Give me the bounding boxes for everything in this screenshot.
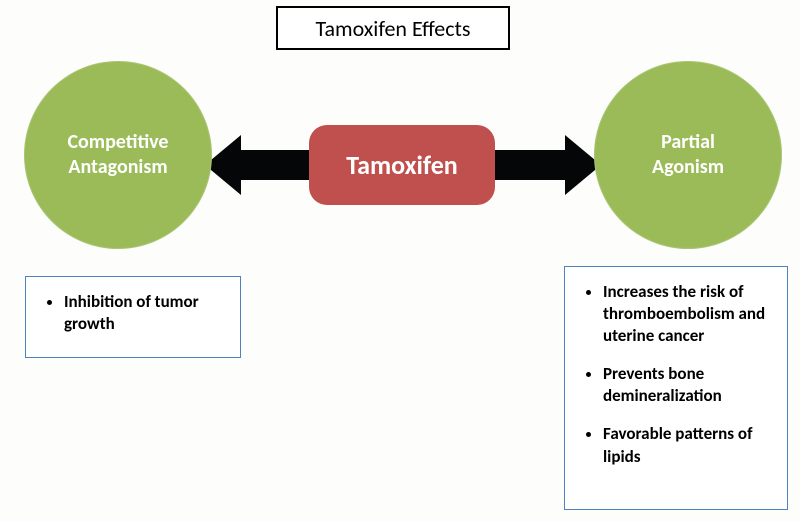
info-box-antagonism-list: Inhibition of tumor growth bbox=[44, 291, 232, 335]
node-right-label: Partial Agonism bbox=[652, 130, 724, 180]
list-item: Inhibition of tumor growth bbox=[64, 291, 232, 335]
diagram-title: Tamoxifen Effects bbox=[276, 6, 510, 50]
diagram-stage: { "type": "infographic", "canvas": { "wi… bbox=[0, 0, 800, 521]
node-center-label: Tamoxifen bbox=[346, 149, 458, 181]
list-item: Favorable patterns of lipids bbox=[603, 423, 779, 467]
node-left-label-line2: Antagonism bbox=[68, 155, 167, 179]
diagram-title-text: Tamoxifen Effects bbox=[315, 15, 470, 42]
node-partial-agonism: Partial Agonism bbox=[594, 61, 782, 249]
node-right-label-line1: Partial bbox=[661, 130, 715, 154]
list-item: Prevents bone demineralization bbox=[603, 363, 779, 407]
list-item: Increases the risk of thromboembolism an… bbox=[603, 281, 779, 347]
node-competitive-antagonism: Competitive Antagonism bbox=[24, 61, 212, 249]
arrow-left-icon bbox=[205, 135, 316, 195]
node-right-label-line2: Agonism bbox=[652, 155, 724, 179]
node-tamoxifen: Tamoxifen bbox=[309, 125, 495, 205]
info-box-antagonism: Inhibition of tumor growth bbox=[25, 276, 241, 358]
info-box-agonism: Increases the risk of thromboembolism an… bbox=[564, 266, 788, 510]
node-left-label: Competitive Antagonism bbox=[67, 130, 168, 180]
info-box-agonism-list: Increases the risk of thromboembolism an… bbox=[583, 281, 779, 468]
node-left-label-line1: Competitive bbox=[67, 130, 168, 154]
arrow-right-icon bbox=[490, 135, 601, 195]
